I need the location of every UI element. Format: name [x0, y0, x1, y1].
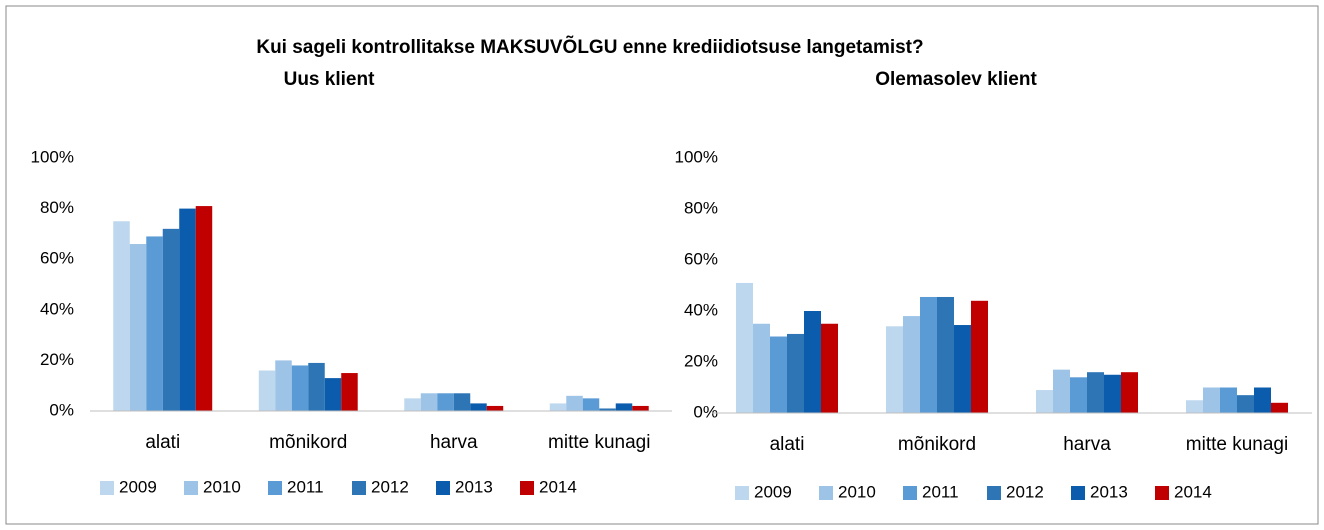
bar — [920, 296, 937, 413]
chart-subtitle: Olemasolev klient — [875, 69, 1037, 90]
bar — [291, 365, 309, 411]
bar — [1203, 387, 1220, 413]
legend-swatch — [100, 481, 114, 495]
legend-swatch — [735, 486, 749, 500]
x-tick-label: harva — [1063, 434, 1111, 455]
bar — [566, 395, 583, 411]
legend-swatch — [352, 481, 366, 495]
legend-label: 2013 — [1090, 482, 1128, 501]
frame-border — [5, 5, 1319, 525]
bar — [1220, 387, 1237, 413]
legend-swatch — [1155, 486, 1169, 500]
bar — [1053, 369, 1070, 413]
y-tick-label: 0% — [693, 402, 718, 421]
bar — [632, 405, 649, 411]
x-tick-label: mitte kunagi — [1186, 434, 1288, 455]
legend-label: 2012 — [371, 477, 409, 496]
bar — [162, 228, 180, 411]
bar — [954, 325, 971, 413]
bar — [146, 236, 163, 411]
legend-swatch — [819, 486, 833, 500]
bar — [937, 296, 954, 413]
legend-swatch — [903, 486, 917, 500]
x-tick-label: mõnikord — [898, 434, 976, 455]
x-tick-label: mitte kunagi — [548, 432, 650, 453]
bar — [470, 403, 487, 411]
bar — [736, 282, 753, 413]
bar — [1186, 400, 1203, 413]
bar — [1237, 395, 1254, 413]
y-tick-label: 80% — [40, 198, 74, 217]
bar — [129, 244, 147, 411]
y-tick-label: 0% — [49, 400, 74, 419]
page-title: Kui sageli kontrollitakse MAKSUVÕLGU enn… — [256, 36, 923, 58]
legend-swatch — [987, 486, 1001, 500]
y-tick-label: 60% — [40, 249, 74, 268]
legend-label: 2011 — [287, 477, 324, 496]
bar — [437, 393, 454, 411]
y-tick-label: 40% — [40, 299, 74, 318]
y-tick-label: 20% — [40, 350, 74, 369]
legend-label: 2009 — [119, 477, 157, 496]
legend-label: 2012 — [1006, 482, 1044, 501]
bar — [1104, 374, 1121, 413]
bar — [753, 323, 770, 413]
legend-label: 2010 — [203, 477, 241, 496]
legend-swatch — [520, 481, 534, 495]
x-tick-label: mõnikord — [269, 432, 347, 453]
y-tick-label: 60% — [684, 249, 718, 268]
x-tick-label: harva — [430, 432, 478, 453]
bar — [195, 206, 213, 411]
bar — [1121, 372, 1138, 413]
y-tick-label: 80% — [684, 198, 718, 217]
legend-label: 2014 — [539, 477, 577, 496]
bar — [549, 403, 567, 411]
y-tick-label: 20% — [684, 351, 718, 370]
legend-label: 2014 — [1174, 482, 1212, 501]
bar — [308, 362, 325, 411]
legend-swatch — [1071, 486, 1085, 500]
bar — [324, 378, 342, 411]
bar — [275, 360, 292, 411]
legend-label: 2013 — [455, 477, 493, 496]
bar — [582, 398, 600, 411]
bar — [615, 403, 633, 411]
x-tick-label: alati — [770, 434, 805, 455]
bar — [113, 221, 130, 411]
bar — [770, 336, 787, 413]
legend-label: 2011 — [922, 482, 959, 501]
legend-swatch — [268, 481, 282, 495]
chart-subtitle: Uus klient — [284, 69, 375, 90]
bar — [821, 323, 838, 413]
legend-label: 2009 — [754, 482, 792, 501]
bar — [258, 370, 276, 411]
y-tick-label: 100% — [31, 147, 74, 166]
bar — [903, 316, 920, 413]
bar — [599, 408, 616, 411]
bar — [971, 300, 988, 413]
bar — [453, 393, 471, 411]
bar — [341, 373, 358, 411]
bar — [404, 398, 421, 411]
bar — [486, 405, 504, 411]
bar — [787, 333, 804, 413]
legend-swatch — [436, 481, 450, 495]
y-tick-label: 100% — [675, 147, 718, 166]
bar — [804, 311, 821, 413]
bar — [1271, 402, 1288, 413]
legend-label: 2010 — [838, 482, 876, 501]
bar — [179, 208, 196, 411]
bar — [1036, 390, 1053, 413]
bar — [1087, 372, 1104, 413]
x-tick-label: alati — [145, 432, 180, 453]
y-tick-label: 40% — [684, 300, 718, 319]
legend-swatch — [184, 481, 198, 495]
bar — [1254, 387, 1271, 413]
bar — [420, 393, 438, 411]
bar — [1070, 377, 1087, 413]
bar — [886, 326, 903, 413]
